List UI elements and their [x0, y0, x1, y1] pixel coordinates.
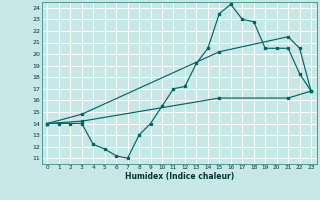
- X-axis label: Humidex (Indice chaleur): Humidex (Indice chaleur): [124, 172, 234, 181]
